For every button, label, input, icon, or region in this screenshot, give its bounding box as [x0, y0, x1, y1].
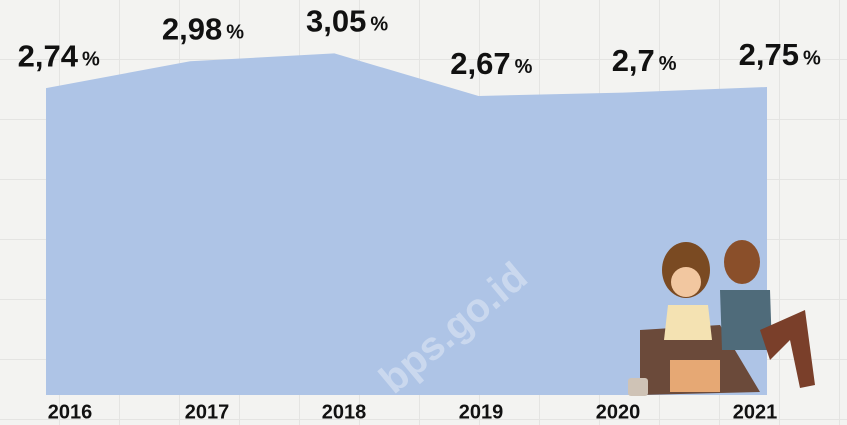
- page: {"chart_data": {"type": "area", "categor…: [0, 0, 847, 425]
- value-label: 2,67: [450, 46, 510, 81]
- value-label: 2,98: [162, 11, 222, 46]
- value-label: 3,05: [306, 4, 366, 39]
- value-unit: %: [370, 14, 388, 36]
- x-tick-label: 2018: [322, 401, 367, 423]
- x-tick-label: 2020: [596, 401, 641, 423]
- value-unit: %: [82, 48, 100, 70]
- value-unit: %: [515, 56, 533, 78]
- value-label: 2,74: [18, 38, 79, 73]
- value-unit: %: [226, 22, 244, 44]
- x-tick-label: 2021: [733, 401, 778, 423]
- value-label: 2,7: [612, 43, 655, 78]
- x-tick-label: 2019: [459, 401, 504, 423]
- chart: 2,74% 2016 2,98% 2017 3,05% 2018 2,67% 2019 2,7%…: [0, 0, 847, 425]
- x-tick-label: 2017: [185, 401, 230, 423]
- value-unit: %: [803, 47, 821, 69]
- value-label: 2,75: [739, 37, 799, 72]
- value-unit: %: [659, 53, 677, 75]
- x-tick-label: 2016: [48, 401, 93, 423]
